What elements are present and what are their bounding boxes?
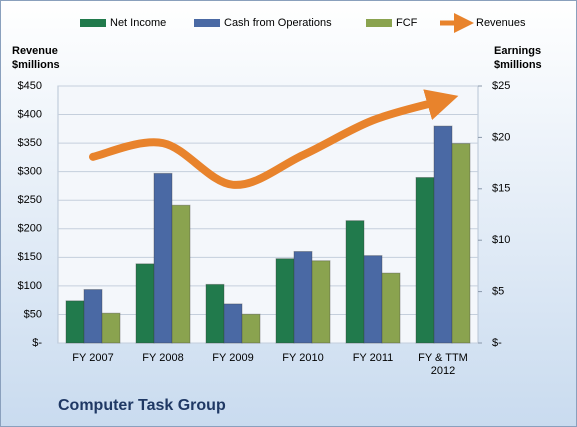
bar — [205, 283, 225, 344]
bar — [65, 300, 85, 344]
y2-tick-label: $5 — [492, 286, 504, 298]
bar — [241, 313, 261, 344]
y2-tick-label: $15 — [492, 183, 510, 195]
y-tick-label: $250 — [18, 194, 42, 206]
bar — [433, 125, 453, 344]
y2-tick-label: $10 — [492, 234, 510, 246]
y-tick-label: $200 — [18, 223, 42, 235]
x-tick-label-text: FY 2007 — [72, 352, 114, 364]
bar — [381, 272, 401, 344]
legend-label: Revenues — [476, 17, 526, 29]
y-tick-label: $300 — [18, 166, 42, 178]
y2-axis-title-text: Earnings $millions — [494, 45, 542, 71]
x-tick-label: FY 2010 — [282, 352, 324, 364]
legend-label: FCF — [396, 17, 418, 29]
legend-label: Cash from Operations — [224, 17, 332, 29]
x-tick-label-text: FY 2009 — [212, 352, 254, 364]
legend-swatch — [80, 19, 106, 27]
bar — [275, 258, 295, 344]
bar — [101, 312, 121, 344]
bar — [345, 220, 365, 344]
x-tick-label: FY & TTM 2012 — [418, 352, 468, 377]
revenue-line — [89, 89, 459, 189]
legend-label: Net Income — [110, 17, 166, 29]
y-tick-label: $100 — [18, 280, 42, 292]
y-tick-label: $50 — [24, 308, 42, 320]
bar — [363, 255, 383, 344]
y2-axis-title: Earnings $millions — [494, 45, 542, 71]
x-tick-label: FY 2007 — [72, 352, 114, 364]
bar — [153, 172, 173, 344]
bar — [451, 143, 471, 344]
legend-swatch — [194, 19, 220, 27]
y-tick-label: $400 — [18, 108, 42, 120]
legend-swatch — [366, 19, 392, 27]
y-axis-title: Revenue $millions — [12, 45, 60, 71]
y-tick-label: $350 — [18, 137, 42, 149]
bar — [171, 204, 191, 344]
x-tick-label-text: FY & TTM 2012 — [418, 352, 468, 377]
bar — [83, 289, 103, 344]
y-tick-label: $150 — [18, 251, 42, 263]
x-tick-label-text: FY 2008 — [142, 352, 184, 364]
y-axis-title-text: Revenue $millions — [12, 45, 60, 71]
x-tick-label: FY 2008 — [142, 352, 184, 364]
y2-tick-label: $- — [492, 337, 502, 349]
y2-tick-label: $25 — [492, 80, 510, 92]
x-tick-label: FY 2009 — [212, 352, 254, 364]
y-tick-label: $450 — [18, 80, 42, 92]
bar — [311, 260, 331, 344]
x-tick-label-text: FY 2010 — [282, 352, 324, 364]
y-tick-label: $- — [32, 337, 42, 349]
bar — [415, 176, 435, 344]
x-tick-label: FY 2011 — [352, 352, 394, 364]
y2-tick-label: $20 — [492, 131, 510, 143]
plot-area — [57, 85, 479, 344]
x-tick-label-text: FY 2011 — [352, 352, 394, 364]
bar — [223, 303, 243, 344]
chart-title: Computer Task Group — [58, 397, 226, 414]
bar — [293, 251, 313, 344]
bar — [135, 263, 155, 344]
